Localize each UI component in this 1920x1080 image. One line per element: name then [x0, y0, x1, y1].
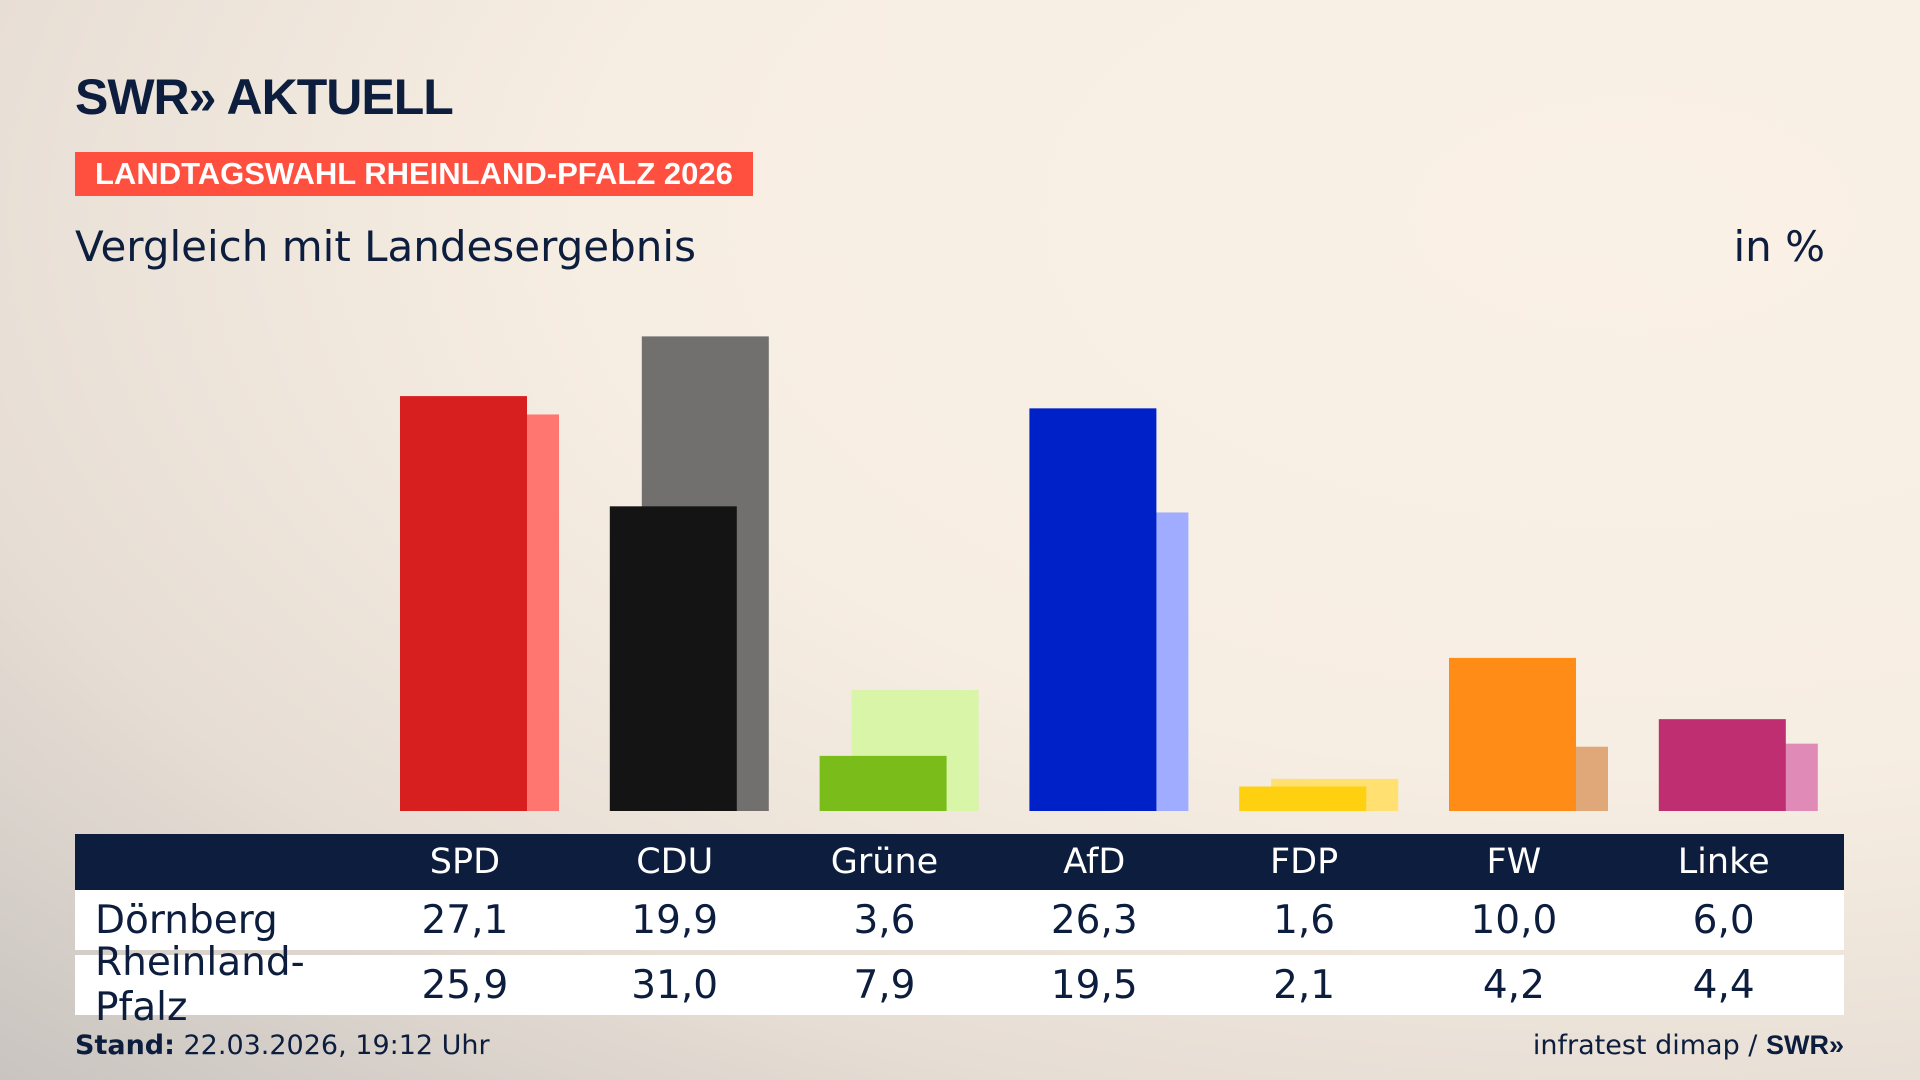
- header-spd: SPD: [429, 842, 501, 882]
- table-cell: 25,9: [421, 962, 509, 1008]
- table-cell: 4,2: [1482, 962, 1545, 1008]
- stand-label: Stand:: [75, 1030, 175, 1061]
- bar-afd-local: [1029, 408, 1157, 811]
- stand-value: 22.03.2026, 19:12 Uhr: [174, 1030, 490, 1061]
- bar-fw-local: [1449, 657, 1576, 811]
- election-kicker: LANDTAGSWAHL RHEINLAND-PFALZ 2026: [75, 152, 753, 196]
- swr-aktuell-logo: SWR» AKTUELL: [75, 69, 454, 125]
- swr-logo: SWR»: [1765, 1030, 1844, 1060]
- source: infratest dimap / SWR»: [1533, 1030, 1844, 1061]
- table-header: SPD CDU Grüne AfD FDP FW Linke: [75, 834, 1844, 890]
- chart-title: Vergleich mit Landesergebnis: [75, 222, 696, 271]
- source-text: infratest dimap /: [1532, 1030, 1766, 1061]
- header-fw: FW: [1486, 842, 1542, 882]
- header-afd: AfD: [1063, 842, 1126, 882]
- timestamp: Stand: 22.03.2026, 19:12 Uhr: [75, 1030, 490, 1061]
- bar-fdp-local: [1239, 786, 1367, 811]
- bar-chart: [400, 336, 1818, 811]
- bar-linke-local: [1658, 719, 1786, 811]
- header-fdp: FDP: [1269, 842, 1339, 882]
- table-cell: 10,0: [1470, 897, 1558, 943]
- table-cell: 26,3: [1050, 897, 1138, 943]
- results-table: SPD CDU Grüne AfD FDP FW Linke Dörnberg …: [75, 834, 1844, 1030]
- table-cell: 1,6: [1273, 897, 1336, 943]
- table-row: Rheinland-Pfalz 25,9 31,0 7,9 19,5 2,1 4…: [75, 940, 1844, 1030]
- header-linke: Linke: [1677, 842, 1770, 882]
- bar-cdu-local: [609, 506, 737, 811]
- bar-spd-local: [400, 396, 527, 811]
- table-row: Dörnberg 27,1 19,9 3,6 26,3 1,6 10,0 6,0: [75, 890, 1844, 950]
- row-label: Dörnberg: [95, 897, 278, 943]
- table-cell: 4,4: [1692, 962, 1755, 1008]
- row-label: Rheinland-Pfalz: [95, 940, 305, 1030]
- table-cell: 3,6: [853, 897, 916, 943]
- unit-label: in %: [1733, 222, 1825, 271]
- table-cell: 19,9: [631, 897, 719, 943]
- table-cell: 31,0: [631, 962, 719, 1008]
- header-cdu: CDU: [636, 842, 714, 882]
- table-cell: 6,0: [1692, 897, 1755, 943]
- bar-grüne-local: [819, 755, 947, 811]
- table-cell: 7,9: [853, 962, 916, 1008]
- table-cell: 19,5: [1050, 962, 1138, 1008]
- table-cell: 2,1: [1273, 962, 1336, 1008]
- header-gruene: Grüne: [830, 842, 939, 882]
- table-cell: 27,1: [421, 897, 509, 943]
